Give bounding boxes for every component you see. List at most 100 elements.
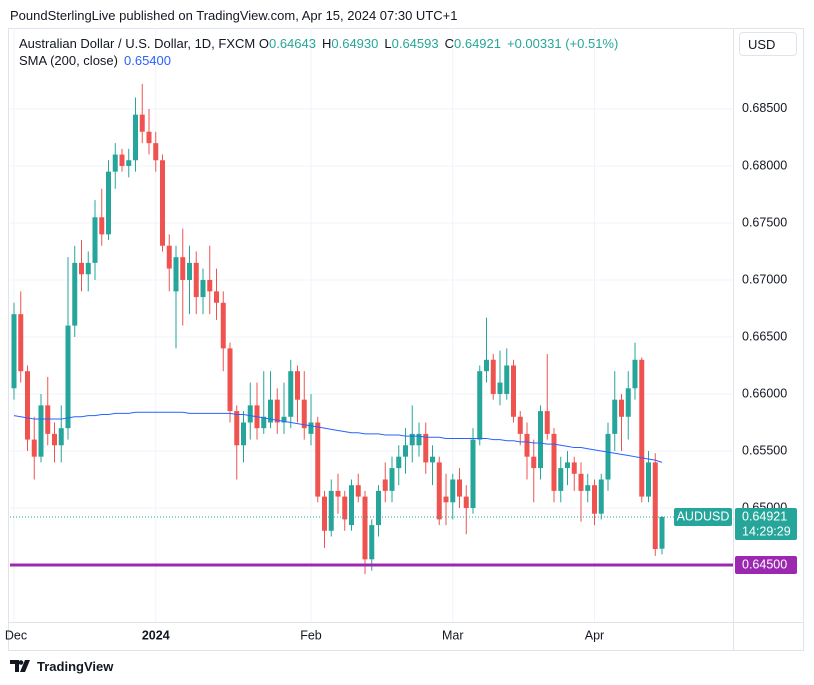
candle-body [457,479,462,497]
ohlc-value: 0.64930 [331,36,379,51]
candle-body [524,433,530,457]
candle-body [538,411,543,469]
candle-body [484,359,489,372]
candle-body [416,433,422,446]
candle-body [592,485,597,514]
candle-body [72,262,78,326]
ohlc-key: C [444,36,454,51]
symbol-tag [674,507,732,526]
x-tick-label: 2024 [142,628,170,642]
candle-body [99,217,105,235]
candle-body [301,399,307,429]
candle-body [274,399,280,423]
candle-body [531,456,537,469]
x-tick-label: Mar [442,628,464,642]
candle-body [639,359,645,497]
candle-body [200,279,206,298]
candle-body [403,445,408,457]
candle-body [578,473,584,491]
candle-body [382,479,388,491]
candle-body [490,359,496,394]
ohlc-key: H [321,36,332,51]
level-label: 0.64500 [742,557,787,571]
candle-body [281,416,287,423]
x-tick-label: Dec [5,628,27,642]
candle-body [585,485,591,491]
candle-body [58,428,64,446]
candle-body [173,257,179,292]
x-tick-label: Feb [300,628,322,642]
candle-body [139,114,145,132]
candle-body [268,399,273,423]
candle-body [65,325,71,429]
candle-body [85,262,91,275]
candle-body [423,433,429,463]
candle-body [45,405,51,434]
y-tick-label: 0.67500 [742,215,787,229]
candle-body [477,371,483,440]
candle-body [430,456,435,463]
candle-body [180,257,186,280]
candle-body [571,462,577,474]
candle-body [659,516,665,549]
candle-body [450,479,456,503]
x-tick-label: Apr [585,628,604,642]
candle-body [18,314,24,372]
symbol-label: AUDUSD [677,509,730,523]
candle-body [227,348,233,412]
sma-line [13,411,663,463]
candle-body [342,496,348,520]
y-tick-label: 0.67000 [742,272,787,286]
candle-body [362,496,368,560]
candle-body [112,154,118,172]
last-price-tag [735,507,797,540]
footer: TradingView [10,659,113,674]
candle-body [247,405,253,423]
y-tick-label: 0.68000 [742,158,787,172]
candle-body [288,371,294,417]
candle-body [133,114,138,161]
ohlc: O0.64643 H0.64930 L0.64593 C0.64921 [259,36,507,51]
candle-body [92,217,98,263]
candle-body [193,262,199,298]
countdown: 14:29:29 [742,524,791,538]
candle-body [220,302,226,349]
candle-body [261,416,267,429]
logo-text: TradingView [37,659,114,674]
candle-body [322,496,327,531]
candle-body [214,291,219,303]
candle-body [31,439,37,457]
candle-body [25,371,30,440]
candle-body [119,154,125,166]
candle-body [106,171,111,235]
y-tick-label: 0.65500 [742,443,787,457]
candle-body [153,143,159,161]
candle-body [328,490,334,531]
candle-body [605,433,611,480]
candle-body [443,496,449,503]
plot [11,83,665,575]
candle-body [511,365,516,417]
ohlc-value: 0.64643 [268,36,316,51]
candle-body [308,422,314,434]
ohlc-key: O [258,36,269,51]
candle-body [652,462,658,550]
y-tick-label: 0.66000 [742,386,787,400]
chart: 0.68500 0.68000 0.67500 0.67000 0.66500 0.660… [5,28,804,651]
publish-note: PoundSterlingLive published on TradingVi… [10,8,458,23]
candle-body [619,399,624,417]
currency-button[interactable]: USD [739,32,797,56]
candle-body [625,388,631,417]
candle-body [646,462,651,497]
candle-body [551,433,557,491]
candle-body [207,279,213,292]
legend-row: Australian Dollar / U.S. Dollar, 1D, FXC… [19,35,624,52]
candle-body [436,462,442,520]
candle-body [544,411,550,434]
candle-body [517,416,523,434]
candle-body [146,131,152,144]
candle-body [504,365,510,394]
candle-body [389,468,395,491]
candle-body [497,382,503,394]
